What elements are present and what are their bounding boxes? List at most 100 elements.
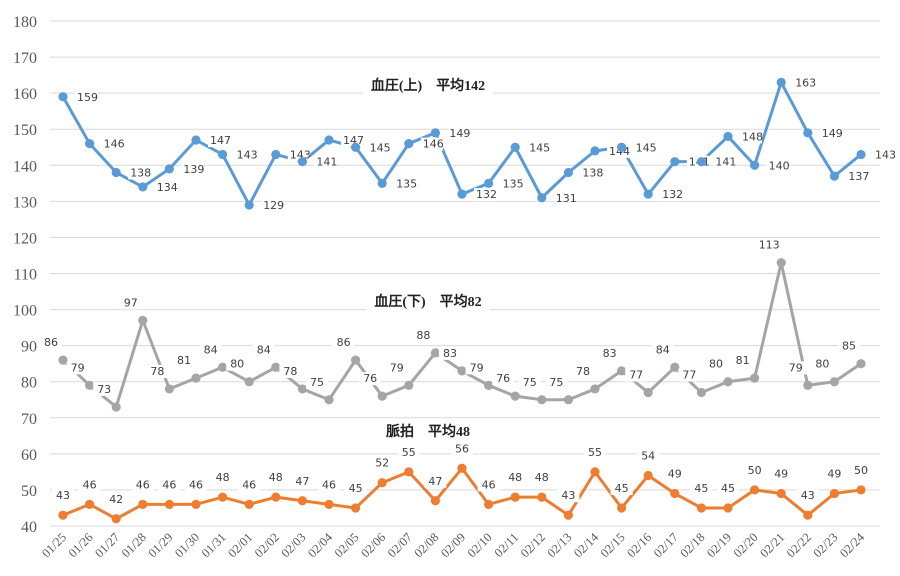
x-tick-label: 02/07	[385, 530, 415, 560]
series-line	[62, 466, 862, 521]
data-label-bg	[397, 445, 420, 459]
data-point	[510, 142, 520, 152]
data-label-bg	[530, 471, 553, 485]
data-point	[191, 135, 201, 145]
x-axis-ticks: 01/2501/2601/2701/2801/2901/3001/3102/01…	[39, 530, 868, 561]
data-label: 80	[709, 358, 723, 371]
data-point	[537, 492, 547, 502]
data-point	[164, 499, 174, 509]
data-point	[297, 496, 307, 506]
series-1: 159 146 138 134 139 147 143 129 143 141 147 145 135 1…	[58, 76, 896, 212]
x-tick-label: 02/22	[784, 530, 814, 560]
y-tick-label: 120	[13, 230, 37, 247]
data-point	[484, 178, 494, 188]
data-label-bg	[678, 368, 701, 382]
data-label-bg	[598, 346, 621, 360]
y-tick-label: 170	[13, 50, 37, 67]
x-tick-label: 02/04	[305, 530, 336, 561]
data-label-bg	[52, 489, 74, 503]
x-tick-label: 02/17	[651, 530, 681, 560]
data-label: 46	[83, 478, 97, 491]
data-label: 138	[130, 167, 151, 180]
data-label-bg	[424, 474, 447, 488]
data-label: 137	[848, 170, 869, 183]
data-label: 48	[269, 471, 283, 484]
data-point	[244, 499, 254, 509]
y-tick-label: 130	[13, 194, 37, 211]
data-point	[377, 391, 387, 401]
data-label-bg	[705, 357, 727, 371]
data-point	[85, 139, 95, 149]
data-point	[750, 160, 760, 170]
data-label-bg	[367, 141, 390, 155]
data-label: 148	[742, 130, 763, 143]
data-label-bg	[158, 478, 181, 492]
y-tick-label: 40	[21, 519, 37, 536]
data-label: 132	[476, 188, 497, 201]
data-label-bg	[492, 372, 515, 386]
data-label-bg	[252, 343, 275, 357]
data-label-bg	[75, 90, 97, 104]
data-label: 84	[656, 343, 670, 356]
data-point	[297, 157, 307, 167]
data-label: 45	[615, 482, 629, 495]
x-tick-label: 02/21	[757, 530, 787, 560]
series-2: 86 79 73 97 78 81 84 80 84 78 75 86 76 79 88 83 79 76 75 75…	[40, 238, 866, 412]
data-label-bg	[625, 368, 648, 382]
x-tick-label: 02/06	[358, 530, 388, 560]
data-label: 49	[827, 468, 841, 481]
data-point	[723, 131, 733, 142]
data-label: 85	[842, 340, 856, 353]
data-point	[670, 362, 680, 372]
data-point	[537, 193, 547, 203]
data-label: 46	[189, 478, 203, 491]
data-label-bg	[451, 442, 473, 456]
data-point	[164, 384, 174, 394]
data-label-bg	[663, 467, 686, 481]
data-point	[484, 380, 494, 390]
data-point	[164, 164, 174, 174]
data-point	[803, 510, 813, 520]
data-label: 43	[561, 489, 575, 502]
x-tick-label: 02/23	[810, 530, 840, 560]
x-tick-label: 02/05	[332, 530, 362, 560]
data-label-bg	[211, 471, 234, 485]
data-label-bg	[500, 177, 523, 191]
series-title-bg	[366, 291, 490, 312]
data-label-bg	[101, 137, 124, 151]
data-label: 75	[549, 376, 563, 389]
data-point	[563, 395, 574, 405]
x-tick-label: 01/26	[66, 530, 96, 560]
x-tick-label: 02/11	[492, 530, 522, 560]
series-titles: 血圧(上) 平均142 血圧(下) 平均82 脈拍 平均48	[362, 75, 494, 442]
data-label-bg	[846, 170, 869, 184]
data-label: 159	[77, 91, 98, 104]
data-label: 45	[349, 482, 363, 495]
data-label-bg	[731, 354, 754, 368]
y-tick-label: 50	[21, 483, 37, 500]
data-point	[404, 467, 414, 477]
data-label: 80	[815, 358, 829, 371]
data-label-bg	[823, 467, 846, 481]
data-label: 113	[759, 239, 780, 252]
data-label-bg	[40, 336, 62, 350]
data-label: 76	[363, 372, 377, 385]
data-label-bg	[66, 361, 89, 375]
series-title-diastolic: 血圧(下) 平均82	[374, 293, 481, 310]
data-point	[510, 391, 520, 401]
data-label: 81	[736, 354, 750, 367]
data-label: 77	[629, 369, 643, 382]
data-label-bg	[234, 148, 257, 162]
data-point	[590, 146, 600, 156]
data-point	[377, 178, 387, 188]
data-label: 50	[854, 464, 868, 477]
data-point	[643, 470, 653, 481]
data-label: 79	[390, 361, 404, 374]
data-label-bg	[758, 238, 781, 252]
data-label: 73	[97, 383, 111, 396]
data-label: 145	[636, 141, 657, 154]
data-label: 88	[416, 329, 430, 342]
x-tick-label: 02/09	[438, 530, 468, 560]
data-point	[696, 503, 707, 513]
data-label: 45	[694, 482, 708, 495]
